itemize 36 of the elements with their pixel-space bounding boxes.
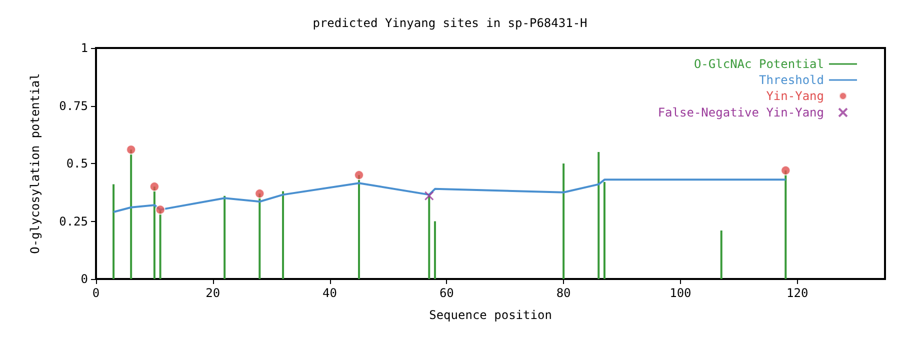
line-series <box>112 178 787 214</box>
bar <box>434 221 436 279</box>
x-tick-label: 40 <box>322 286 338 300</box>
bar <box>224 196 226 279</box>
legend-label: O-GlcNAc Potential <box>694 57 824 71</box>
x-tick-label: 60 <box>439 286 454 300</box>
y-tick-label: 0.25 <box>59 214 88 228</box>
bar <box>282 191 284 279</box>
point <box>126 144 136 155</box>
legend-label: Yin-Yang <box>766 89 824 103</box>
bar <box>562 164 565 279</box>
point <box>155 204 166 215</box>
point <box>149 182 160 192</box>
bar <box>720 230 722 279</box>
y-axis-title: O-glycosylation potential <box>28 73 42 254</box>
bar <box>112 184 115 279</box>
x-tick-label: 80 <box>556 286 571 300</box>
chart-title: predicted Yinyang sites in sp-P68431-H <box>312 16 588 30</box>
y-tick-label: 0.75 <box>59 98 88 113</box>
point <box>424 191 434 201</box>
y-tick-label: 0.5 <box>66 156 88 170</box>
y-tick-label: 1 <box>80 41 88 55</box>
legend-label: Threshold <box>758 73 824 87</box>
x-tick-label: 120 <box>786 286 808 300</box>
x-tick-label: 20 <box>206 286 220 300</box>
x-tick-label: 0 <box>92 286 100 300</box>
point <box>780 165 791 176</box>
bar <box>598 152 600 279</box>
legend-label: False-Negative Yin-Yang <box>658 106 824 120</box>
x-axis-title: Sequence position <box>429 308 552 322</box>
point <box>354 170 364 180</box>
bar <box>603 182 606 279</box>
point <box>254 188 265 199</box>
y-tick-label: 0 <box>80 272 88 286</box>
bar <box>428 196 430 279</box>
x-tick-label: 100 <box>670 286 692 300</box>
